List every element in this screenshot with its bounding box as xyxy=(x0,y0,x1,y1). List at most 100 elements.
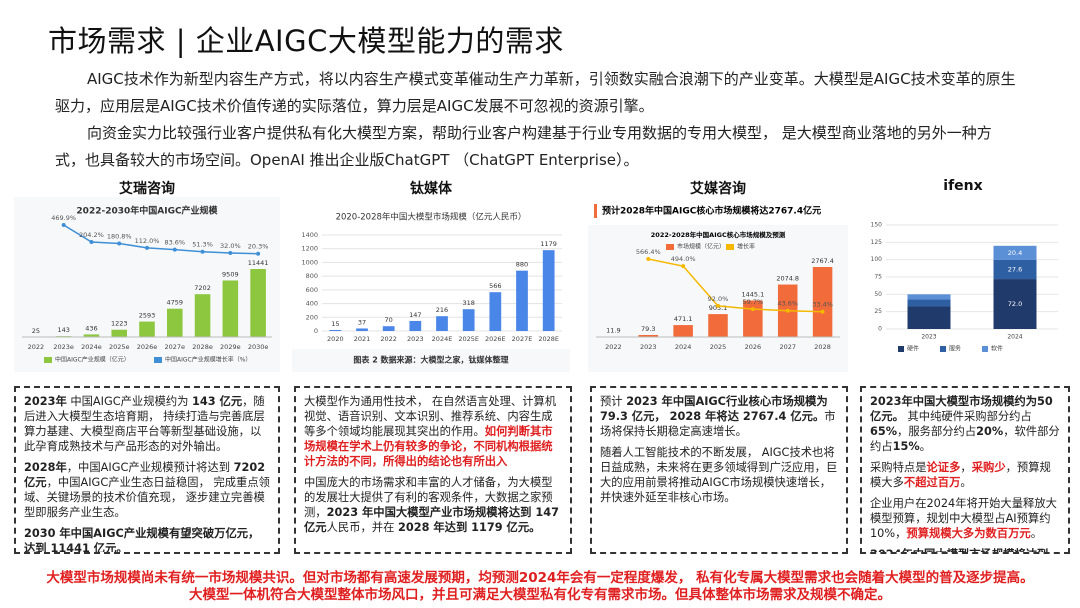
note-paragraph: 随着人工智能技术的不断发展， AIGC技术也将日益成熟，未来将在更多领域得到广泛… xyxy=(600,445,838,505)
legend-swatch xyxy=(726,244,734,250)
bar-value-label: 4759 xyxy=(167,299,184,307)
x-tick-label: 2023 xyxy=(640,343,657,351)
chart: 0 25 50 75 100 125 150 2023 72.0 27.6 20.4 2024 硬件 服务… xyxy=(858,197,1068,372)
growth-label: 180.8% xyxy=(107,232,132,240)
note-text: 2023 年中国大模型产业市场规模将达到 147 亿元 xyxy=(304,506,559,534)
note-text: 采购少 xyxy=(971,461,1006,474)
note-text: 企业用户在2024年将开始大量释放大模型预算，规划中大模型占AI预算约10%， xyxy=(870,497,1057,540)
text-box: 2023年 中国AIGC产业规模约为 143 亿元，随后进入大模型生态培育期， … xyxy=(14,386,280,554)
note-text: 11441 亿元。 xyxy=(50,542,128,554)
bar xyxy=(222,280,239,337)
y-tick-label: 0 xyxy=(314,327,318,335)
chart-title: 2020-2028年中国大模型市场规模（亿元人民币） xyxy=(336,212,527,223)
x-tick-label: 2027e xyxy=(165,343,186,351)
x-tick-label: 2022 xyxy=(605,343,622,351)
growth-label: 204.2% xyxy=(79,231,104,239)
bar xyxy=(489,292,502,331)
x-tick-label: 2024 xyxy=(1007,334,1022,341)
legend-label: 市场规模（亿元） xyxy=(677,243,725,251)
note-text: 2024年中国大模型市场规模将达到120亿元。 xyxy=(870,548,1048,552)
growth-label: 43.6% xyxy=(777,300,798,308)
note-text: 143 亿元 xyxy=(192,395,243,408)
growth-point xyxy=(61,223,66,227)
growth-point xyxy=(228,250,233,255)
x-tick-label: 2023 xyxy=(407,335,424,343)
growth-label: 32.0% xyxy=(220,242,241,250)
growth-point xyxy=(89,239,94,244)
footer-line: 大模型一体机符合大模型整体市场风口，并且可满足大模型私有化专有需求市场。但具体整… xyxy=(189,587,891,603)
chart-title: 2022-2030年中国AIGC产业规模 xyxy=(76,205,218,217)
bar-value-label: 15 xyxy=(331,320,339,328)
y-tick-label: 150 xyxy=(871,222,883,229)
note-text: 7202亿元 xyxy=(24,461,266,489)
bar-value-label: 880 xyxy=(516,261,528,269)
bar-value-label: 1445.1 xyxy=(741,290,764,298)
growth-label: 566.4% xyxy=(636,248,661,256)
note-text: 2030 年中国AIGC产业规模有望突破万亿元， 达到 xyxy=(24,527,260,554)
growth-label: 33.4% xyxy=(812,301,833,309)
bar-value-label: 143 xyxy=(57,326,69,334)
note-text: 。 xyxy=(960,476,972,489)
y-tick-label: 100 xyxy=(871,256,883,263)
x-tick-label: 2025e xyxy=(109,343,130,351)
bar-value-label: 216 xyxy=(436,306,448,314)
note-text: 不超过百万 xyxy=(903,476,961,489)
note-paragraph: 中国庞大的市场需求和丰富的人才储备，为大模型的发展壮大提供了有利的客观条件，大数… xyxy=(304,475,562,535)
intro-paragraph: AIGC技术作为新型内容生产方式，将以内容生产模式变革催动生产力革新，引领数实融… xyxy=(55,70,1016,115)
note-text: ， xyxy=(960,461,972,474)
y-tick-label: 0 xyxy=(878,326,882,333)
legend-swatch xyxy=(154,357,162,363)
y-tick-label: 50 xyxy=(874,291,882,298)
growth-point xyxy=(750,307,755,312)
growth-label: 20.3% xyxy=(248,243,269,251)
note-text: 2023 年中国AIGC行业核心市场规模为 79.3 亿元， 2028 年将达 … xyxy=(600,395,828,423)
note-text: 论证多 xyxy=(926,461,961,474)
bar xyxy=(382,326,395,331)
text-box: 2023年中国大模型市场规模约为50亿元。 其中纯硬件采购部分约占 65%，服务部… xyxy=(860,386,1070,554)
bar xyxy=(462,309,475,331)
note-text: 2023年 xyxy=(24,395,67,408)
note-text: 市场将保持长期稳定高速增长。 xyxy=(600,410,836,438)
bar-value-label: 25 xyxy=(32,327,40,335)
x-tick-label: 2027E xyxy=(512,335,533,343)
note-text: 20% xyxy=(976,425,1004,438)
chart: 2022-2030年中国AIGC产业规模 25 2022 143 2023e 436 202… xyxy=(14,197,280,372)
bar xyxy=(673,325,693,337)
stack-segment xyxy=(907,299,951,307)
note-text: ，服务部分约占 xyxy=(897,425,977,438)
bar xyxy=(139,321,155,337)
stack-segment xyxy=(993,245,1037,260)
panel-source: ifenx xyxy=(943,178,983,194)
note-text: 预计 xyxy=(600,395,627,408)
bar-value-label: 7202 xyxy=(194,284,211,292)
bar-value-label: 37 xyxy=(358,318,366,326)
y-tick-label: 1000 xyxy=(301,258,318,266)
growth-label: 59.7% xyxy=(743,298,764,306)
growth-point xyxy=(200,249,205,254)
bar xyxy=(329,329,342,331)
panel-source: 钛媒体 xyxy=(410,181,452,197)
legend-swatch xyxy=(666,244,674,250)
growth-point xyxy=(145,245,149,250)
y-tick-label: 125 xyxy=(871,239,883,246)
note-paragraph: 2024年中国大模型市场规模将达到120亿元。纯硬件采购部分将会下降，软件和服务… xyxy=(870,547,1060,552)
note-paragraph: 大模型作为通用性技术， 在自然语言处理、计算机视觉、语音识别、文本识别、推荐系统… xyxy=(304,394,562,469)
growth-point xyxy=(716,303,720,308)
bar xyxy=(167,308,183,337)
legend-swatch xyxy=(898,346,904,352)
legend-label: 中国AIGC产业规模增长率（%） xyxy=(165,356,251,364)
growth-point xyxy=(820,309,825,314)
growth-label: 51.3% xyxy=(192,241,213,249)
slide-title: 市场需求 | 企业AIGC大模型能力的需求 xyxy=(48,24,564,58)
bar-value-label: 9509 xyxy=(222,270,239,278)
growth-line xyxy=(63,224,259,255)
legend-label: 服务 xyxy=(949,345,961,353)
text-box: 预计 2023 年中国AIGC行业核心市场规模为 79.3 亿元， 2028 年… xyxy=(590,386,848,554)
note-text: ，随后进入大模型生态培育期， 持续打造与完善底层算力基建、大模型商店平台等新型基… xyxy=(24,395,265,453)
y-tick-label: 1200 xyxy=(301,245,318,253)
x-tick-label: 2027 xyxy=(779,343,796,351)
note-paragraph: 预计 2023 年中国AIGC行业核心市场规模为 79.3 亿元， 2028 年… xyxy=(600,394,838,439)
x-tick-label: 2028e xyxy=(192,343,213,351)
growth-point xyxy=(172,247,177,252)
growth-label: 83.6% xyxy=(164,239,185,247)
